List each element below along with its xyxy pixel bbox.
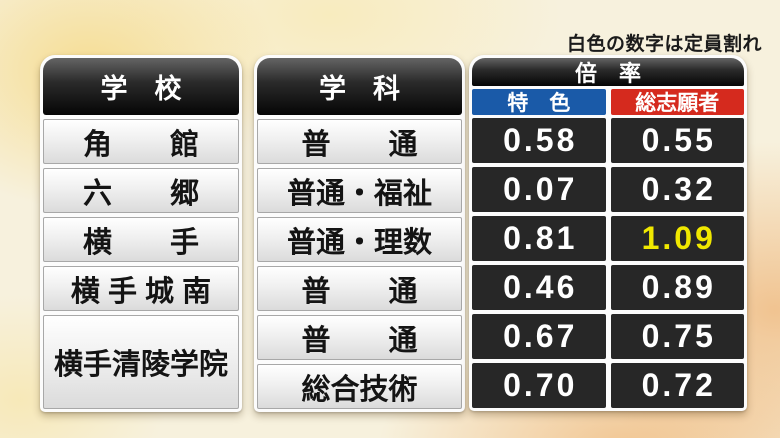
rate-row: 0.58 0.55 [472, 118, 744, 163]
department-cell: 普 通 [257, 315, 462, 360]
school-cell-yokoteseiryo-merged: 横手清陵学院 [43, 315, 239, 409]
tokushoku-value: 0.81 [472, 216, 606, 261]
school-column-header: 学 校 [43, 58, 239, 115]
department-column-header: 学 科 [257, 58, 462, 115]
sougansha-value: 0.75 [610, 314, 744, 359]
school-cells: 角 館 六 郷 横 手 横 手 城 南 横手清陵学院 [43, 119, 239, 409]
admission-rate-table: 学 校 角 館 六 郷 横 手 横 手 城 南 横手清陵学院 学 科 普 通 普… [40, 55, 747, 412]
department-cell: 普通・理数 [257, 217, 462, 262]
department-cell: 普 通 [257, 119, 462, 164]
rate-row: 0.67 0.75 [472, 314, 744, 359]
tokushoku-value: 0.67 [472, 314, 606, 359]
school-cell-rokugo: 六 郷 [43, 168, 239, 213]
department-cell: 普通・福祉 [257, 168, 462, 213]
rate-header: 倍 率 [472, 58, 744, 86]
tokushoku-value: 0.46 [472, 265, 606, 310]
sougansha-value: 0.55 [610, 118, 744, 163]
department-cell: 総合技術 [257, 364, 462, 409]
school-column-panel: 学 校 角 館 六 郷 横 手 横 手 城 南 横手清陵学院 [40, 55, 242, 412]
rate-columns-panel: 倍 率 特 色 総志願者 0.58 0.55 0.07 0.32 0.81 1.… [469, 55, 747, 411]
school-cell-yokote: 横 手 [43, 217, 239, 262]
sougansha-subheader: 総志願者 [610, 89, 744, 115]
rate-row: 0.46 0.89 [472, 265, 744, 310]
sougansha-value-highlighted: 1.09 [610, 216, 744, 261]
rate-row: 0.07 0.32 [472, 167, 744, 212]
rate-cells: 0.58 0.55 0.07 0.32 0.81 1.09 0.46 0.89 … [472, 118, 744, 408]
legend-note: 白色の数字は定員割れ [566, 34, 762, 55]
department-column-panel: 学 科 普 通 普通・福祉 普通・理数 普 通 普 通 総合技術 [254, 55, 465, 412]
school-cell-kakunodate: 角 館 [43, 119, 239, 164]
tokushoku-value: 0.07 [472, 167, 606, 212]
department-cells: 普 通 普通・福祉 普通・理数 普 通 普 通 総合技術 [257, 119, 462, 409]
sougansha-value: 0.89 [610, 265, 744, 310]
tokushoku-value: 0.70 [472, 363, 606, 408]
school-cell-yokotejonan: 横 手 城 南 [43, 266, 239, 311]
tokushoku-value: 0.58 [472, 118, 606, 163]
tokushoku-subheader: 特 色 [472, 89, 606, 115]
rate-row: 0.81 1.09 [472, 216, 744, 261]
rate-subheaders: 特 色 総志願者 [472, 89, 744, 115]
sougansha-value: 0.32 [610, 167, 744, 212]
rate-row: 0.70 0.72 [472, 363, 744, 408]
department-cell: 普 通 [257, 266, 462, 311]
sougansha-value: 0.72 [610, 363, 744, 408]
